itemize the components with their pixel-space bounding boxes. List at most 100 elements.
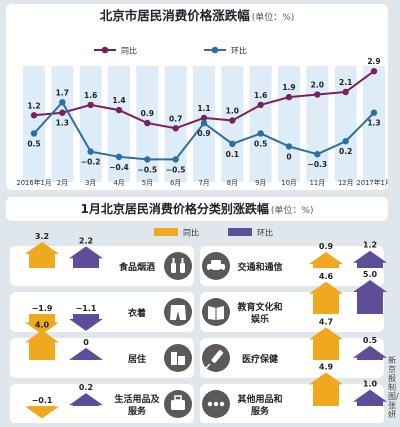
data-point <box>144 119 151 127</box>
category-chart-panel: 1月北京居民消费价格分类别涨跌幅 (单位：%) 同比 环比 3.2 2.2 食品烟酒 −1.… <box>6 197 388 424</box>
data-point <box>229 117 236 124</box>
legend-label: 环比 <box>257 228 273 238</box>
data-label: 1.3 <box>367 119 380 128</box>
data-point <box>257 101 264 109</box>
column-band <box>108 66 130 182</box>
data-point <box>59 109 66 116</box>
data-label: −0.4 <box>109 163 129 172</box>
legend-marker <box>101 46 109 54</box>
up-arrow-bar <box>353 250 387 268</box>
row-background <box>10 338 194 378</box>
data-label: 1.0 <box>226 106 239 115</box>
category-label: 其他用品和 <box>237 393 282 405</box>
x-tick-label: 10月 <box>281 179 296 187</box>
x-tick-label: 2016年1月 <box>16 178 51 187</box>
legend-label: 同比 <box>183 228 199 238</box>
up-arrow-bar <box>309 252 343 268</box>
up-arrow-bar <box>25 330 59 360</box>
data-label: 2.1 <box>339 78 352 87</box>
dot <box>219 401 225 407</box>
data-point <box>370 67 378 75</box>
up-arrow-bar <box>69 393 103 406</box>
category-chart-title: 1月北京居民消费价格分类别涨跌幅 (单位：%) <box>6 197 388 221</box>
x-tick-label: 12月 <box>338 179 353 187</box>
data-point <box>285 93 293 101</box>
column-band <box>51 66 74 182</box>
category-label: 服务 <box>128 405 147 417</box>
data-point <box>229 140 236 148</box>
column-band <box>334 66 357 182</box>
row-background <box>10 384 194 424</box>
data-label: −0.5 <box>138 165 158 174</box>
data-label: 0.1 <box>226 150 239 159</box>
syringe-barrel <box>211 349 224 364</box>
data-label: 1.7 <box>56 88 69 97</box>
down-arrow-bar <box>25 314 59 335</box>
category-label: 娱乐 <box>251 313 269 325</box>
data-label: 1.9 <box>282 83 295 92</box>
legend-swatch <box>154 228 178 236</box>
legend: 同比 环比 <box>94 46 247 56</box>
up-arrow-bar <box>69 347 103 360</box>
line-chart-panel: 北京市居民消费价格涨跌幅 (单位：%) 同比 环比 2016年1月 2月 3月 4月 5月 6月… <box>6 4 392 190</box>
building-shape <box>171 352 177 365</box>
legend-swatch <box>228 228 252 236</box>
column-band <box>23 66 45 182</box>
value-label: 2.2 <box>79 236 93 245</box>
x-tick-label: 3月 <box>85 179 96 187</box>
data-point <box>200 114 208 122</box>
car-body <box>207 264 225 270</box>
row-background <box>10 246 194 286</box>
legend: 同比 环比 <box>154 228 273 238</box>
data-label: 0.9 <box>141 109 154 118</box>
dot <box>213 401 219 407</box>
up-arrow-bar <box>353 280 387 314</box>
data-label: 1.6 <box>84 91 97 100</box>
data-label: 2.0 <box>311 81 324 90</box>
category-label: 医疗保健 <box>242 353 278 365</box>
x-tick-label: 8月 <box>227 179 238 187</box>
value-label: 4.0 <box>35 320 50 329</box>
data-label: 0 <box>286 152 291 161</box>
x-tick-label: 4月 <box>113 179 124 187</box>
data-point <box>285 143 293 150</box>
value-label: 0.9 <box>319 242 334 251</box>
data-point <box>342 138 349 145</box>
down-arrow-bar <box>25 406 59 419</box>
category-row: 4.7 0.5 医疗保健 <box>200 317 387 378</box>
category-label: 食品烟酒 <box>118 261 155 273</box>
x-tick-label: 11月 <box>310 179 325 187</box>
value-label: 0 <box>83 338 89 347</box>
value-label: 0.2 <box>79 383 93 392</box>
category-label: 交通和通信 <box>237 261 282 273</box>
column-band <box>221 66 244 182</box>
row-background <box>10 292 194 332</box>
bottle-neck <box>181 258 184 263</box>
bottle-shape <box>171 263 176 273</box>
category-label: 衣着 <box>128 307 146 319</box>
bottle-neck <box>172 258 175 263</box>
value-label: −0.1 <box>32 396 53 405</box>
legend-marker <box>211 46 219 54</box>
up-arrow-bar <box>309 327 343 360</box>
column-band <box>249 66 272 182</box>
value-label: 1.0 <box>363 380 378 389</box>
value-label: 0.5 <box>363 336 378 345</box>
car-wheel <box>219 269 223 273</box>
data-point <box>87 148 94 155</box>
data-point <box>200 119 208 127</box>
value-label: 3.2 <box>35 232 49 241</box>
data-label: −0.2 <box>81 158 101 167</box>
column-band <box>363 66 385 182</box>
legend-label: 环比 <box>231 46 247 56</box>
data-label: 1.1 <box>197 104 210 113</box>
data-point <box>144 156 151 163</box>
category-label: 服务 <box>251 405 270 417</box>
category-label: 生活用品及 <box>114 393 160 405</box>
data-point <box>172 156 179 163</box>
data-label: −0.5 <box>166 165 186 174</box>
line-chart-title: 北京市居民消费价格涨跌幅 (单位：%) <box>99 8 295 23</box>
category-row: 4.0 0 居住 <box>10 320 194 378</box>
data-label: 0.5 <box>27 139 40 148</box>
